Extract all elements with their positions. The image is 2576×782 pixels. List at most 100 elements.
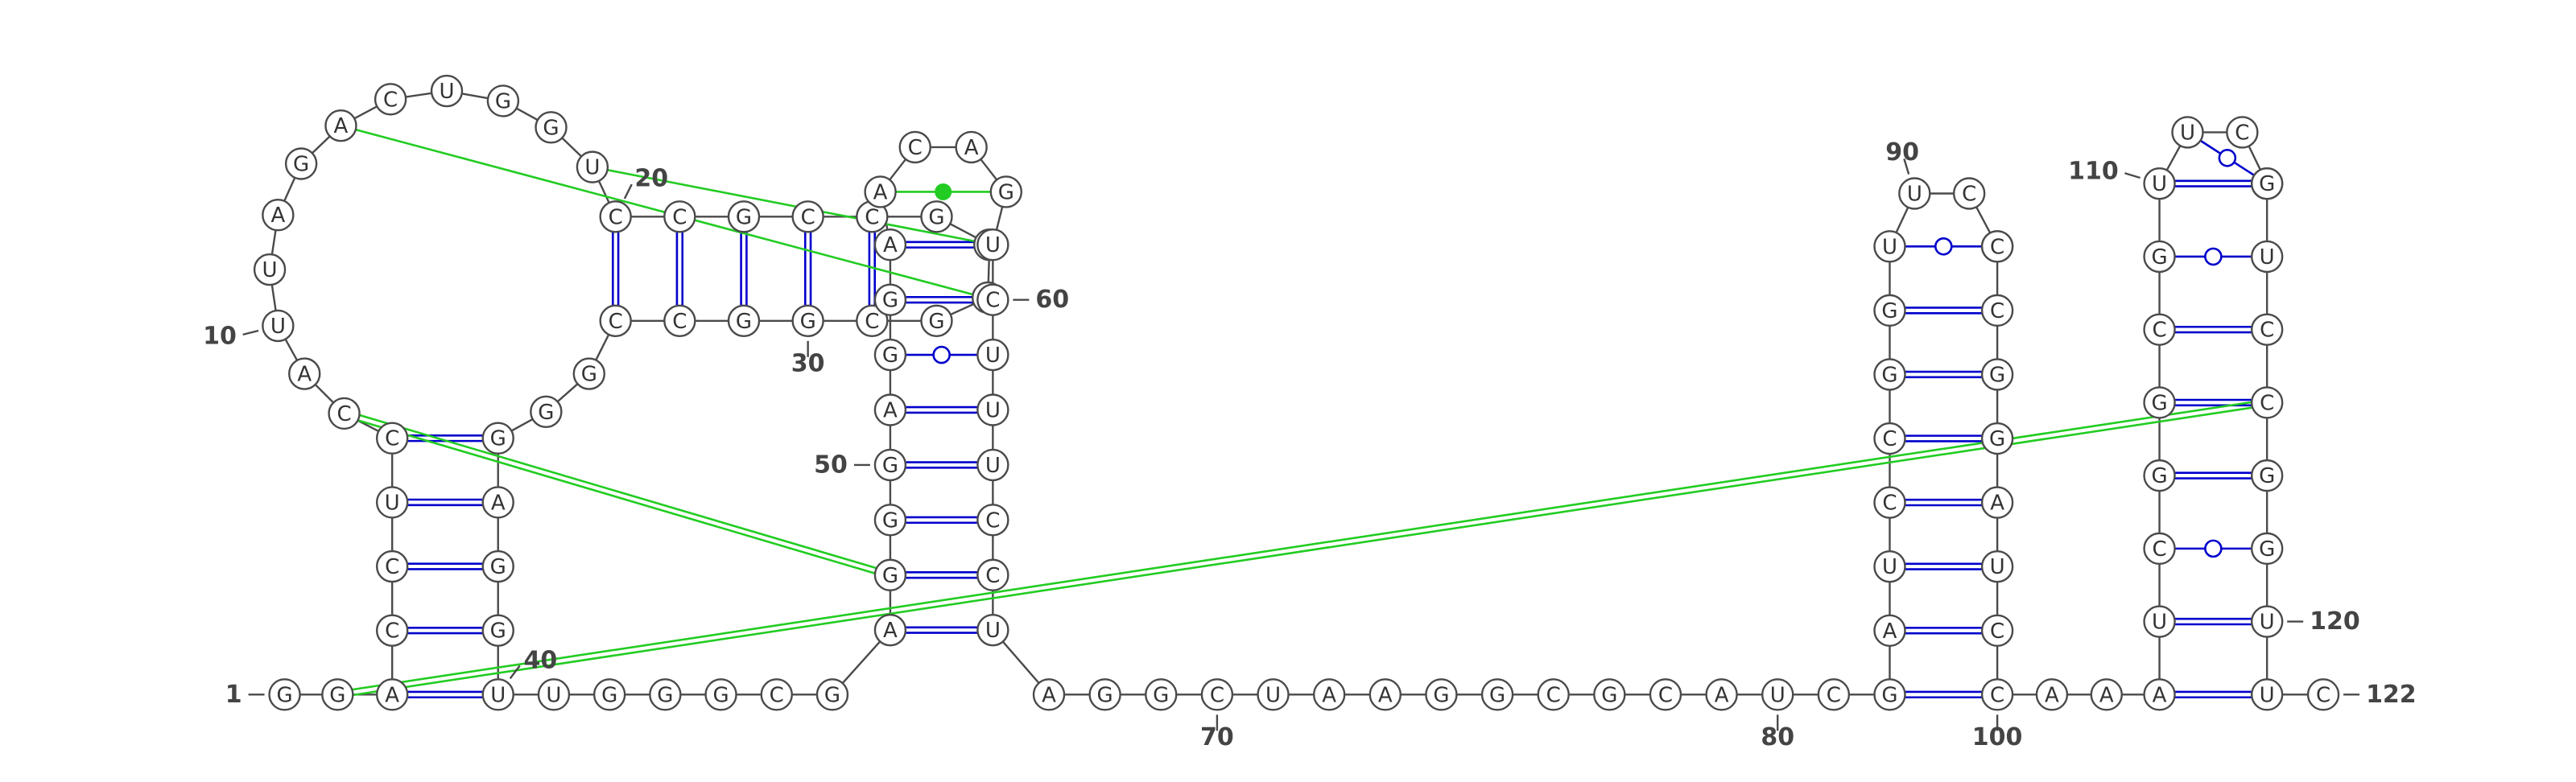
nucleotide: A <box>875 615 906 645</box>
svg-text:U: U <box>2152 172 2167 196</box>
svg-text:G: G <box>736 310 752 334</box>
svg-text:G: G <box>1153 683 1169 707</box>
number-tick <box>625 184 632 199</box>
base-pair <box>906 572 977 578</box>
svg-text:G: G <box>928 205 944 229</box>
nucleotide: C <box>601 306 631 336</box>
svg-text:G: G <box>1601 683 1617 707</box>
svg-text:G: G <box>1881 299 1897 323</box>
svg-text:G: G <box>736 205 752 229</box>
nucleotide: G <box>1874 359 1905 389</box>
base-pair <box>906 517 977 523</box>
svg-text:C: C <box>385 555 399 579</box>
svg-text:G: G <box>882 344 898 368</box>
svg-text:G: G <box>1433 683 1449 707</box>
svg-text:C: C <box>385 619 399 644</box>
svg-text:G: G <box>495 89 511 113</box>
nucleotide: G <box>875 560 906 591</box>
nucleotide: U <box>2252 679 2282 710</box>
nucleotide: A <box>289 359 320 389</box>
svg-text:C: C <box>1546 683 1561 707</box>
svg-text:U: U <box>490 683 506 707</box>
pseudoknot-pair <box>353 402 2252 695</box>
base-pair <box>2175 692 2252 698</box>
svg-text:A: A <box>334 114 349 138</box>
svg-text:G: G <box>712 683 729 707</box>
nucleotide: G <box>729 306 759 336</box>
svg-text:C: C <box>385 427 399 451</box>
base-pair <box>906 628 977 633</box>
svg-text:C: C <box>336 402 351 426</box>
nucleotide: A <box>1034 679 1064 710</box>
nucleotide: C <box>2252 387 2282 418</box>
nucleotide: C <box>601 201 631 232</box>
nucleotide: G <box>1982 423 2013 454</box>
nucleotide: C <box>377 551 407 582</box>
base-pair <box>1905 500 1982 505</box>
nucleotide: C <box>2145 533 2175 564</box>
svg-text:G: G <box>1989 363 2005 387</box>
svg-text:A: A <box>883 398 898 422</box>
nucleotide: C <box>977 560 1008 591</box>
nucleotide: G <box>921 201 952 232</box>
nucleotide: G <box>2252 460 2282 491</box>
svg-text:U: U <box>270 315 286 339</box>
nucleotide: U <box>539 679 569 710</box>
base-pair <box>1905 238 1982 254</box>
svg-text:G: G <box>1489 683 1505 707</box>
nucleotide: U <box>1874 551 1905 582</box>
nucleotide: A <box>325 110 356 141</box>
svg-text:G: G <box>581 363 597 387</box>
nucleotide: U <box>977 615 1008 645</box>
base-pair <box>1905 436 1982 442</box>
svg-text:A: A <box>1322 683 1336 707</box>
base-pair <box>2175 249 2252 265</box>
nucleotide: C <box>1982 679 2013 710</box>
nucleotide: C <box>664 306 695 336</box>
nucleotide: A <box>483 487 514 517</box>
svg-text:C: C <box>1990 619 2004 644</box>
nucleotide: G <box>483 423 514 454</box>
nucleotide: C <box>664 201 695 232</box>
nucleotide: U <box>2145 168 2175 199</box>
nucleotide: U <box>2145 607 2175 637</box>
svg-text:C: C <box>985 289 1000 313</box>
svg-text:G: G <box>824 683 840 707</box>
nucleotide: G <box>729 201 759 232</box>
svg-text:U: U <box>985 233 1001 257</box>
svg-text:C: C <box>2260 319 2274 343</box>
nucleotide: A <box>2091 679 2122 710</box>
svg-text:U: U <box>262 258 278 282</box>
svg-text:G: G <box>1881 683 1897 707</box>
svg-text:C: C <box>2316 683 2330 707</box>
nucleotide: C <box>377 615 407 646</box>
nucleotide: C <box>1818 679 1849 710</box>
svg-text:A: A <box>883 233 898 257</box>
svg-text:A: A <box>873 180 888 204</box>
nucleotide: A <box>1314 679 1344 710</box>
svg-text:U: U <box>2180 121 2195 145</box>
svg-text:G: G <box>2259 172 2275 196</box>
nucleotide: U <box>1762 679 1793 710</box>
nucleotide: G <box>1874 679 1905 710</box>
svg-text:C: C <box>985 508 1000 533</box>
svg-text:A: A <box>385 683 399 707</box>
base-pair <box>407 500 483 505</box>
position-number-label: 100 <box>1972 723 2023 751</box>
nucleotide: G <box>1594 679 1624 710</box>
svg-text:A: A <box>1883 619 1897 644</box>
svg-text:C: C <box>672 310 687 334</box>
nucleotide: G <box>594 679 625 710</box>
nucleotide: G <box>2145 387 2175 418</box>
nucleotide: G <box>1482 679 1513 710</box>
nucleotide: A <box>2037 679 2067 710</box>
position-number-label: 110 <box>2068 157 2119 185</box>
svg-text:C: C <box>609 310 623 334</box>
nucleotide: U <box>1899 179 1930 209</box>
position-number-label: 120 <box>2310 607 2360 636</box>
nucleotide: U <box>1874 231 1905 261</box>
nucleotide: G <box>875 504 906 535</box>
nucleotide: A <box>262 200 293 230</box>
base-pair <box>2175 619 2252 624</box>
position-number-label: 10 <box>203 322 237 350</box>
